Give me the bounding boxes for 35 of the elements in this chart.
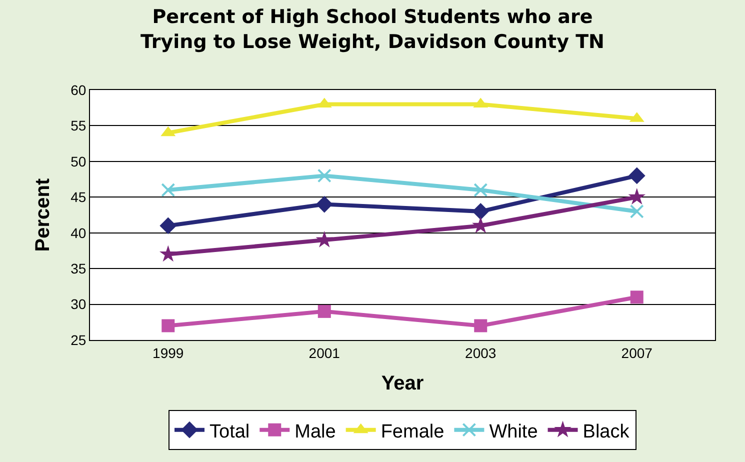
y-tick-label: 55 [70,118,86,134]
y-tick-label: 45 [70,189,86,206]
y-tick-label: 35 [70,260,86,276]
legend-label: White [489,421,538,442]
y-tick-label: 25 [70,332,86,348]
x-tick-label: 1999 [152,344,184,361]
point [316,196,333,213]
point [472,202,490,220]
point [628,167,646,184]
y-tick-label: 40 [70,224,86,241]
point [160,217,177,234]
y-axis-title: Percent [32,178,54,252]
point [316,230,334,248]
point [159,245,177,262]
point [630,204,644,218]
point [161,183,176,197]
point [162,319,175,332]
point [318,304,331,318]
y-tick-label: 60 [70,82,86,98]
x-tick-label: 2007 [621,344,653,361]
point [474,319,488,332]
legend-label: Male [294,421,336,442]
point [630,290,644,304]
x-axis-title: Year [381,372,424,394]
x-tick-label: 2001 [308,344,340,361]
legend-label: Female [380,421,444,442]
legend-label: Black [582,421,630,442]
chart-title: Percent of High School Students who are Trying to Lose Weight, Davidson County TN [140,6,604,53]
point [628,188,646,204]
legend-label: Total [210,421,250,442]
y-tick-label: 50 [70,153,86,170]
x-tick-label: 2003 [465,344,496,361]
point [474,183,488,197]
y-tick-label: 30 [70,296,86,312]
point [317,168,332,183]
